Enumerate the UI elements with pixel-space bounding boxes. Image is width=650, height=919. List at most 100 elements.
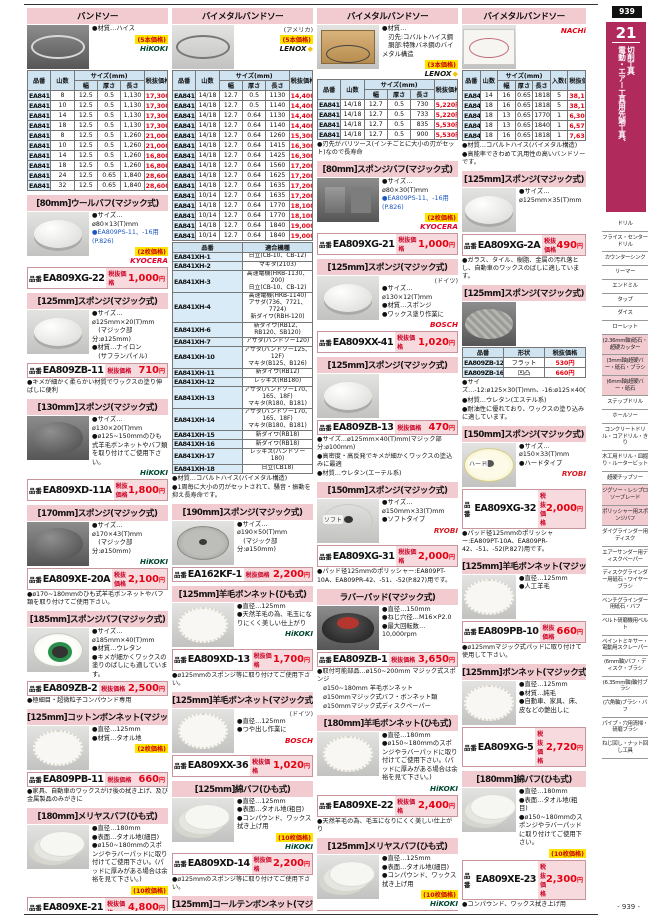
part-number-cell: EA841XH-15: [172, 200, 197, 211]
catalog-main: バンドソー●材質…ハイス(5本価格)HiKOKI品番山数サイズ(mm)税抜価格幅…: [27, 8, 602, 911]
spec-cell: 10/14: [195, 230, 220, 241]
table-row: EA841XH-11 新ダイワ(RB12): [172, 367, 313, 378]
brand-logo: HiKOKI: [140, 468, 168, 478]
spec-cell: 19,000円: [288, 220, 313, 231]
sidebar-tab[interactable]: ベンチグラインダー用砥石・バフ: [602, 595, 648, 615]
sidebar-tab[interactable]: フライス・センタードリル: [602, 232, 648, 253]
column-header: サイズ(mm): [218, 70, 290, 81]
yen-suffix: 円: [158, 905, 165, 911]
sidebar: 939 21 電動・エアー工具用先端工具、 切削工具 ドリル フライス・センタード…: [600, 0, 650, 919]
cross-reference-link[interactable]: ●EA809PS-11、-16用(P.826): [382, 195, 449, 211]
product-photo-shape: [463, 29, 515, 65]
part-label: 品番: [29, 685, 42, 694]
spec-cell: 1,260: [120, 130, 145, 141]
sidebar-tab[interactable]: エアーサンダー用ディスクペーパー: [602, 547, 648, 568]
sidebar-tab[interactable]: ねじ回し・ナット回し工具: [602, 738, 648, 759]
column-header: 税抜価格: [143, 70, 168, 91]
sidebar-tab[interactable]: ホールソー: [602, 410, 648, 424]
sidebar-tab[interactable]: リーマー: [602, 266, 648, 280]
sidebar-tab[interactable]: (6mm軸)超硬バー・砥石: [602, 375, 648, 397]
spec-bullet: ●ø150~180mmのスポンジやラバーパッドに取り付けてご使用下さい。(パッド…: [382, 740, 458, 782]
product-photo-shape: [33, 633, 83, 668]
part-label: 品番: [319, 240, 332, 249]
spec-cell: 14/18: [195, 100, 220, 111]
spec-cell: 1770: [265, 200, 290, 211]
sidebar-tab[interactable]: ベルト研磨機用ベルト: [602, 615, 648, 636]
table-row: EA841XH-13 アサダ(バンドソー170、165、18F) マキタ(R180、…: [172, 385, 313, 410]
sidebar-tab[interactable]: ポリッシャー用スポンジバフ: [602, 505, 648, 527]
sidebar-tab[interactable]: ダイグラインダー用ディスク: [602, 526, 648, 547]
sidebar-tab[interactable]: ペイントミキサー・電動用スクレーパー: [602, 636, 648, 656]
product-photo: [317, 605, 379, 650]
price-label: 税抜価格: [542, 624, 555, 641]
compat-models-cell: 新ダイワ(RB18): [242, 439, 313, 450]
sidebar-tab[interactable]: ダイス: [602, 307, 648, 321]
sidebar-tab[interactable]: (6.35mm軸)軸付ブラシ: [602, 677, 648, 697]
part-label: 品番: [174, 762, 187, 771]
price-row: 品番 EA809XD-11A 税抜価格 1,800円: [27, 479, 168, 502]
spec-bullet: ●直径…125mm: [92, 726, 141, 734]
product-photo-shape: [39, 831, 85, 858]
section-title: [185mm]スポンジバフ(マジック式): [27, 611, 168, 628]
sidebar-tab[interactable]: コンクリートドリル・コアドリル・きり: [602, 424, 648, 451]
column-header: サイズ(mm): [363, 79, 435, 90]
part-number: EA809XD-13: [187, 654, 250, 666]
sidebar-tab[interactable]: ジグソー・レシプロソーブレード: [602, 485, 648, 506]
spec-cell: 6,300円: [567, 110, 586, 121]
spec-bullet: ●材質…ハイス: [92, 25, 135, 32]
product-photo-shape: [322, 612, 374, 643]
spec-cell: 14/18: [195, 90, 220, 101]
column-header: 適合機種: [242, 242, 313, 253]
price-label: 税抜価格: [101, 686, 126, 694]
spec-cell: 0.5: [96, 160, 122, 171]
yen-suffix: 円: [576, 744, 583, 752]
column-subheader: 長さ: [410, 89, 435, 100]
spec-cell: 5,220円: [433, 109, 458, 120]
brand-logo: LENOX: [382, 69, 458, 78]
section-title: ラバーパッド(マジック式): [317, 588, 458, 605]
product-photo: [462, 25, 516, 69]
spec-cell: 12.7: [218, 190, 243, 201]
spec-cell: 17,200円: [288, 190, 313, 201]
spec-cell: 0.64: [241, 110, 267, 121]
table-row: EA841XH-2 マキタ(2103): [172, 261, 313, 271]
pack-price-badge: (2枚価格): [425, 213, 458, 223]
part-number-cell: EA841XH-7: [172, 140, 197, 151]
part-number: EA809ZB-2: [42, 683, 98, 695]
price-amount: 710: [138, 365, 159, 376]
price-row: 品番 EA809XG-5 税抜価格 2,720円: [462, 727, 586, 767]
spec-table: 品番 形状 税抜価格 EA809ZB-12 フラット 530円 EA809ZB-16 凹凸 66…: [462, 347, 586, 379]
product-note: ●高能率できわめて汎用性の高いバンドソーです。: [462, 151, 586, 167]
table-row: EA809ZB-16 凹凸 660円: [462, 367, 586, 379]
sidebar-tab[interactable]: ディスクグラインダー用砥石・ワイヤーブラシ: [602, 567, 648, 595]
sidebar-tab[interactable]: ステップドリル: [602, 396, 648, 410]
sidebar-tab[interactable]: パイプ・穴用清掃・研磨ブラシ: [602, 718, 648, 738]
sidebar-tab[interactable]: (3mm軸)超硬バー・砥石・ブラシ: [602, 355, 648, 376]
sidebar-tab[interactable]: カウンターシンク: [602, 252, 648, 266]
sidebar-tab[interactable]: タップ: [602, 294, 648, 308]
pack-price-badge: (10枚価格): [131, 885, 168, 895]
spec-cell: 0.5: [96, 90, 122, 101]
section-title: [125mm]スポンジ(マジック式): [317, 357, 458, 374]
spec-cell: 12.5: [73, 160, 98, 171]
table-row: EA841XH-18 日立(CB18): [172, 463, 313, 474]
cross-reference-link[interactable]: ●EA809PS-11、-16用(P.826): [92, 229, 159, 245]
sidebar-tab[interactable]: (2.36mm軸)砥石・超硬カッター: [602, 334, 648, 356]
sidebar-tab[interactable]: ドリル: [602, 218, 648, 232]
sidebar-tab[interactable]: 超硬チップソー: [602, 472, 648, 486]
sidebar-tab[interactable]: (6mm軸)バフ・ディスク・ブラシ: [602, 656, 648, 677]
sidebar-tab[interactable]: エンドミル: [602, 280, 648, 294]
sidebar-tab[interactable]: ローレット: [602, 321, 648, 335]
section-title: [190mm]スポンジ(マジック式): [172, 503, 313, 520]
spec-cell: 1,840: [120, 180, 145, 191]
part-number: EA809PB-11: [42, 774, 104, 786]
part-number-cell: EA841XH-17: [172, 448, 243, 465]
product-photo-shape: [465, 309, 513, 340]
spec-cell: 0.65: [514, 90, 534, 101]
sidebar-tab[interactable]: (六角軸)ブラシ・バフ: [602, 697, 648, 718]
sidebar-tab[interactable]: 木工用ドリル・皿掘り・ルータービット: [602, 451, 648, 472]
price-value: 660円: [139, 774, 165, 785]
